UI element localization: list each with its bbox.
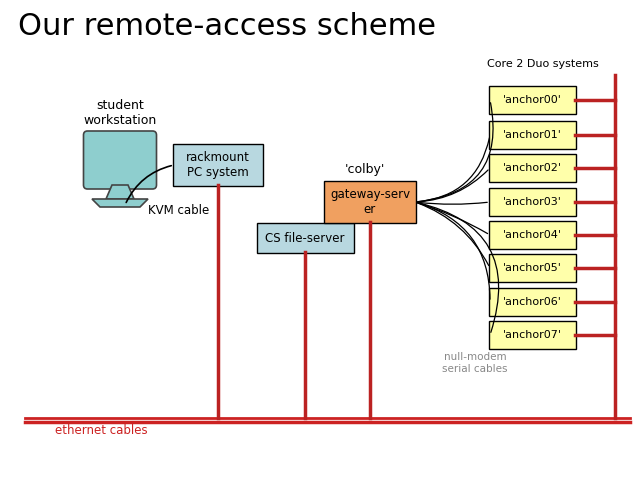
FancyBboxPatch shape xyxy=(489,221,576,249)
FancyBboxPatch shape xyxy=(489,188,576,216)
Text: 'anchor05': 'anchor05' xyxy=(503,263,562,273)
FancyBboxPatch shape xyxy=(489,288,576,316)
FancyBboxPatch shape xyxy=(489,86,576,114)
Text: ethernet cables: ethernet cables xyxy=(55,424,148,437)
FancyBboxPatch shape xyxy=(257,223,353,253)
Text: KVM cable: KVM cable xyxy=(148,204,209,216)
Text: Core 2 Duo systems: Core 2 Duo systems xyxy=(486,59,598,69)
Text: 'anchor03': 'anchor03' xyxy=(503,197,562,207)
Text: gateway-serv
er: gateway-serv er xyxy=(330,188,410,216)
Polygon shape xyxy=(92,199,148,207)
Text: rackmount
PC system: rackmount PC system xyxy=(186,151,250,179)
Text: Our remote-access scheme: Our remote-access scheme xyxy=(18,12,436,41)
FancyBboxPatch shape xyxy=(324,181,416,223)
Text: student
workstation: student workstation xyxy=(83,99,157,127)
Text: 'anchor04': 'anchor04' xyxy=(503,230,562,240)
FancyBboxPatch shape xyxy=(489,321,576,349)
FancyBboxPatch shape xyxy=(489,254,576,282)
FancyBboxPatch shape xyxy=(489,154,576,182)
Text: 'anchor07': 'anchor07' xyxy=(503,330,562,340)
Text: CS file-server: CS file-server xyxy=(265,231,345,244)
Text: 'anchor01': 'anchor01' xyxy=(503,130,562,140)
FancyBboxPatch shape xyxy=(173,144,263,186)
FancyBboxPatch shape xyxy=(489,121,576,149)
Text: 'anchor06': 'anchor06' xyxy=(503,297,562,307)
Text: 'colby': 'colby' xyxy=(345,163,385,176)
Text: 'anchor00': 'anchor00' xyxy=(503,95,562,105)
Text: null-modem
serial cables: null-modem serial cables xyxy=(442,352,508,373)
Text: 'anchor02': 'anchor02' xyxy=(503,163,562,173)
Polygon shape xyxy=(106,185,134,199)
FancyBboxPatch shape xyxy=(83,131,157,189)
